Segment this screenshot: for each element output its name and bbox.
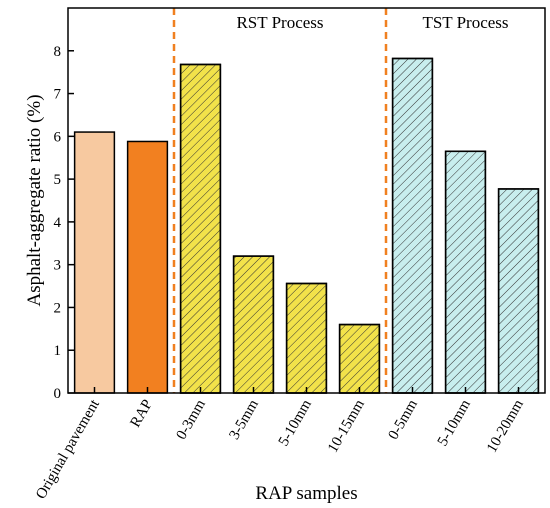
x-category-label: 3-5mm bbox=[226, 397, 262, 443]
y-tick-label: 2 bbox=[54, 300, 62, 316]
y-tick-label: 4 bbox=[54, 215, 62, 231]
bar-hatch bbox=[338, 323, 381, 394]
y-tick-label: 7 bbox=[54, 87, 62, 103]
x-category-label: 5-10mm bbox=[435, 397, 474, 449]
x-category-label: 10-20mm bbox=[484, 397, 527, 456]
bar-hatch bbox=[232, 255, 275, 394]
bar bbox=[73, 131, 116, 394]
bar-hatch bbox=[179, 63, 222, 394]
y-tick-label: 5 bbox=[54, 172, 62, 188]
y-tick-label: 1 bbox=[54, 343, 62, 359]
region-label: RST Process bbox=[236, 13, 323, 32]
x-category-label: 10-15mm bbox=[325, 397, 368, 456]
x-category-label: Original pavement bbox=[33, 396, 103, 502]
x-category-label: 0-5mm bbox=[385, 397, 421, 443]
bar bbox=[126, 140, 169, 394]
bars-group bbox=[73, 57, 540, 394]
y-axis-ticks: 0 1 2 3 4 5 6 7 8 bbox=[54, 44, 74, 402]
bar-hatch bbox=[285, 282, 328, 394]
y-axis-label: Asphalt-aggregate ratio (%) bbox=[24, 94, 45, 306]
region-dividers bbox=[172, 8, 388, 393]
y-tick-label: 3 bbox=[54, 258, 62, 274]
x-axis-label: RAP samples bbox=[255, 483, 357, 504]
bar-hatch bbox=[391, 57, 434, 394]
region-label: TST Process bbox=[422, 13, 508, 32]
y-tick-label: 6 bbox=[54, 129, 62, 145]
y-tick-label: 8 bbox=[54, 44, 62, 60]
x-category-label: 0-3mm bbox=[173, 397, 209, 443]
region-labels: RST Process TST Process bbox=[236, 13, 508, 32]
x-category-label: 5-10mm bbox=[276, 397, 315, 449]
bar-hatch bbox=[497, 188, 540, 394]
bar-hatch bbox=[444, 150, 487, 394]
y-tick-label: 0 bbox=[54, 386, 62, 402]
x-category-label: RAP bbox=[128, 397, 156, 430]
